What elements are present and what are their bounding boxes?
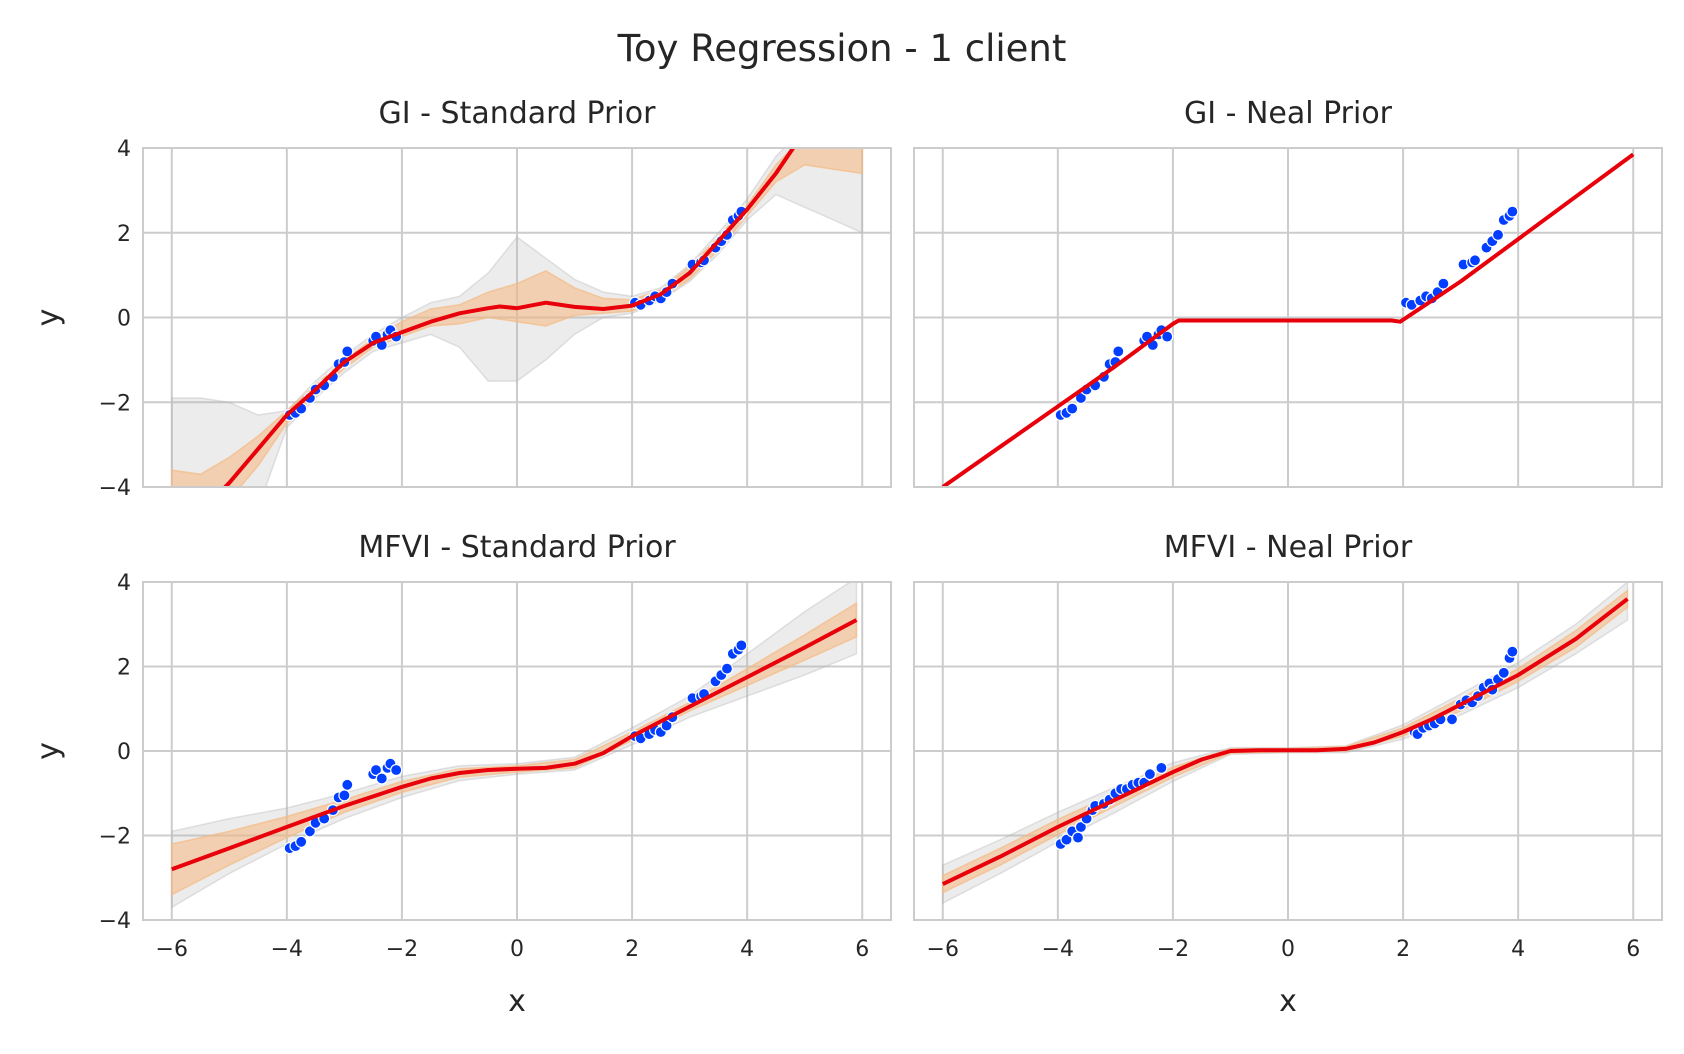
uncertainty-band-inner [942,588,1629,894]
data-point [1060,833,1073,846]
panel-title: GI - Neal Prior [1184,96,1393,131]
axes-frame [913,581,1663,921]
mean-line [171,618,858,872]
x-tick-label: −2 [386,937,418,962]
plot-area [171,148,863,487]
x-tick-label: 4 [1511,937,1525,962]
x-tick-label: 0 [510,937,524,962]
x-tick-label: 2 [625,937,639,962]
plot-area [171,582,858,909]
y-tick-label: 4 [117,137,131,162]
y-axis-label: y [31,309,66,327]
panel-gi-standard: GI - Standard Prior −4 −2 0 2 4 y [31,96,892,501]
data-point [1491,228,1505,241]
x-tick-label: −4 [271,937,303,962]
y-tick-label: −4 [99,909,131,934]
x-tick-label: 6 [1626,937,1640,962]
data-point [338,789,351,802]
y-tick-label: 2 [117,222,131,247]
data-point [1071,831,1085,844]
x-tick-label: −2 [1157,937,1189,962]
x-tick-label: 2 [1396,937,1410,962]
uncertainty-band-inner [171,601,858,896]
x-tick-label: −6 [927,937,959,962]
axes-frame [142,147,892,488]
data-point [1155,761,1168,775]
plot-area [941,152,1635,487]
data-point [1112,345,1125,358]
axes-frame [913,147,1663,488]
axes-frame [142,581,892,921]
data-point [1161,330,1174,343]
data-point [1066,402,1079,415]
x-axis-label: x [1279,984,1297,1019]
data-point [1506,645,1519,658]
data-point [369,763,383,777]
data-point [1074,820,1088,834]
panel-title: MFVI - Standard Prior [358,530,676,565]
panel-gi-neal: GI - Neal Prior [913,96,1663,488]
y-tick-label: −2 [99,825,131,850]
x-tick-label: 4 [740,937,754,962]
data-point [1143,768,1157,781]
x-tick-label: −6 [156,937,188,962]
y-tick-label: −4 [99,476,131,501]
x-tick-label: 0 [1281,937,1295,962]
y-tick-label: 0 [117,307,131,332]
panel-title: GI - Standard Prior [379,96,657,131]
x-tick-label: −4 [1042,937,1074,962]
data-point [1506,205,1519,218]
y-tick-label: 0 [117,740,131,765]
x-axis-label: x [508,984,526,1019]
y-axis-label: y [31,742,66,760]
panel-mfvi-neal: MFVI - Neal Prior −6 −4 −2 0 2 4 6 x [913,530,1663,1019]
data-point [1445,713,1459,726]
data-point [1468,254,1482,267]
mean-line [941,597,1629,886]
data-point [720,662,734,675]
y-tick-label: 2 [117,656,131,681]
data-point [341,345,354,358]
panel-title: MFVI - Neal Prior [1164,530,1413,565]
x-tick-label: 6 [855,937,869,962]
data-point [375,772,388,785]
figure-title: Toy Regression - 1 client [617,27,1067,70]
data-point [390,763,403,777]
uncertainty-band-outer [942,582,1629,905]
mean-line [222,148,796,487]
data-point [295,835,308,848]
uncertainty-band-outer [171,582,858,909]
data-point [735,639,748,652]
mean-line [941,152,1635,487]
y-tick-label: 4 [117,571,131,596]
data-point [1497,666,1510,679]
data-point [341,778,354,791]
plot-area [941,582,1629,905]
y-tick-label: −2 [99,391,131,416]
panel-mfvi-standard: MFVI - Standard Prior −4 −2 0 2 4 −6 −4 −2 0 2 4 6 y x [31,530,892,1019]
data-point [1437,277,1450,290]
data-point [303,825,316,838]
